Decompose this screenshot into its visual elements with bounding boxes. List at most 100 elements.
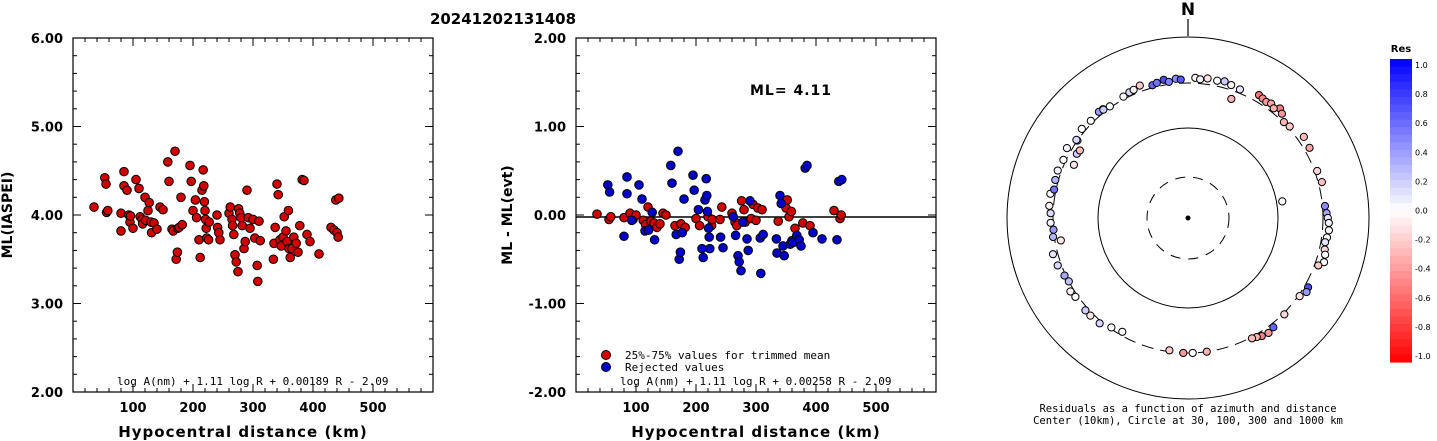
data-point xyxy=(170,146,180,157)
data-point-rejected xyxy=(701,173,712,184)
residual-point xyxy=(1220,77,1229,86)
residual-point xyxy=(1107,323,1116,332)
colorbar-swatch xyxy=(1390,308,1412,318)
colorbar-swatch xyxy=(1390,271,1412,280)
x-tick-label: 200 xyxy=(179,401,206,416)
data-point-trimmed xyxy=(773,216,784,226)
colorbar-swatch xyxy=(1390,324,1412,333)
data-point-trimmed xyxy=(694,220,705,231)
colorbar-swatch xyxy=(1390,134,1412,143)
data-point xyxy=(305,236,315,247)
colorbar-swatch xyxy=(1390,240,1412,249)
data-point xyxy=(285,252,296,263)
north-label: N xyxy=(1181,0,1195,20)
colorbar-swatch xyxy=(1390,339,1412,348)
ring-300km xyxy=(1052,82,1324,354)
data-point-rejected xyxy=(675,247,686,257)
y-tick-label: -1.00 xyxy=(529,298,566,313)
data-point-rejected xyxy=(705,243,715,254)
residual-point xyxy=(1196,75,1205,84)
data-point xyxy=(119,166,129,177)
residual-point xyxy=(1269,104,1278,113)
data-point xyxy=(293,247,303,257)
data-point xyxy=(176,192,186,203)
residual-point xyxy=(1324,218,1333,228)
colorbar-swatch xyxy=(1390,233,1412,242)
data-point xyxy=(185,160,195,171)
colorbar-tick-label: 0.8 xyxy=(1415,90,1428,99)
residual-point xyxy=(1119,92,1128,101)
residual-point xyxy=(1202,347,1211,356)
colorbar-swatch xyxy=(1390,89,1412,98)
data-point xyxy=(152,224,162,234)
residual-point xyxy=(1247,334,1257,343)
x-axis-label-1: Hypocentral distance (km) xyxy=(118,423,368,441)
residual-point xyxy=(1053,261,1062,270)
data-point-rejected xyxy=(745,196,755,206)
colorbar-swatch xyxy=(1390,81,1412,90)
data-point-rejected xyxy=(832,234,842,245)
data-point xyxy=(199,196,210,207)
colorbar-swatch xyxy=(1390,255,1412,265)
data-point-rejected xyxy=(702,206,713,217)
colorbar-tick-label: 0.0 xyxy=(1415,207,1428,216)
colorbar-tick-label: -0.4 xyxy=(1415,265,1431,274)
residual-point xyxy=(1072,135,1081,144)
residual-point xyxy=(1264,328,1273,338)
residual-point xyxy=(1069,160,1079,169)
residual-point xyxy=(1227,80,1236,90)
residual-point xyxy=(1317,178,1327,187)
data-point-rejected xyxy=(643,225,654,235)
data-point-rejected xyxy=(758,229,769,240)
x-tick-label: 200 xyxy=(682,401,709,416)
data-point xyxy=(229,229,239,240)
data-point xyxy=(242,185,252,196)
colorbar-tick-label: 0.6 xyxy=(1415,119,1428,128)
colorbar-swatch xyxy=(1390,202,1412,212)
colorbar-swatch xyxy=(1390,104,1412,113)
res-colorbar: Res 1.0 0.8 0.6 0.4 0.2 0.0 -0.2 -0.4 -0.6 -0.8 -1… xyxy=(1390,44,1431,363)
y-tick-label: 5.00 xyxy=(31,121,63,136)
data-point-rejected xyxy=(698,252,709,263)
residual-point xyxy=(1179,348,1188,358)
residual-point xyxy=(1050,185,1059,194)
residual-point xyxy=(1176,75,1185,84)
data-point-rejected xyxy=(634,180,644,190)
residual-point xyxy=(1135,81,1144,90)
residual-point xyxy=(1285,122,1294,131)
colorbar-swatch xyxy=(1390,293,1412,302)
data-point xyxy=(283,205,294,216)
residual-point xyxy=(1048,232,1058,242)
data-point xyxy=(194,234,204,245)
residual-point xyxy=(1075,146,1084,155)
residual-point xyxy=(1324,226,1333,235)
data-point-trimmed xyxy=(655,219,665,229)
data-point-rejected xyxy=(771,234,782,244)
data-point-rejected xyxy=(776,198,787,209)
ring-100km xyxy=(1097,127,1279,309)
data-point-rejected xyxy=(738,217,748,227)
data-point xyxy=(255,235,266,246)
colorbar-tick-label: 0.2 xyxy=(1415,177,1428,186)
residual-point xyxy=(1302,287,1311,297)
residual-point xyxy=(1081,306,1090,315)
colorbar-swatch xyxy=(1390,59,1412,68)
y-tick-label: 3.00 xyxy=(31,298,63,313)
y-axis-label-1: ML(IASPEI) xyxy=(0,172,16,259)
panel-ml-vs-distance: 100 200 300 400 500 2.00 3.00 4.00 5.00 6.00 Hypo… xyxy=(0,32,434,441)
residual-point xyxy=(1051,175,1060,185)
colorbar-swatch xyxy=(1390,286,1412,295)
colorbar-swatch xyxy=(1390,127,1412,136)
data-point-rejected xyxy=(667,178,677,188)
legend-marker-rejected xyxy=(601,362,611,372)
residual-point xyxy=(1321,238,1330,247)
data-point xyxy=(204,217,214,227)
colorbar-swatch xyxy=(1390,248,1412,257)
colorbar-swatch xyxy=(1390,354,1412,363)
colorbar-swatch xyxy=(1390,172,1412,181)
data-point-trimmed xyxy=(829,205,839,216)
residual-point xyxy=(1060,271,1069,280)
formula-1: log A(nm) + 1.11 log R + 0.00189 R - 2.0… xyxy=(117,375,389,388)
residual-point xyxy=(1048,250,1058,259)
